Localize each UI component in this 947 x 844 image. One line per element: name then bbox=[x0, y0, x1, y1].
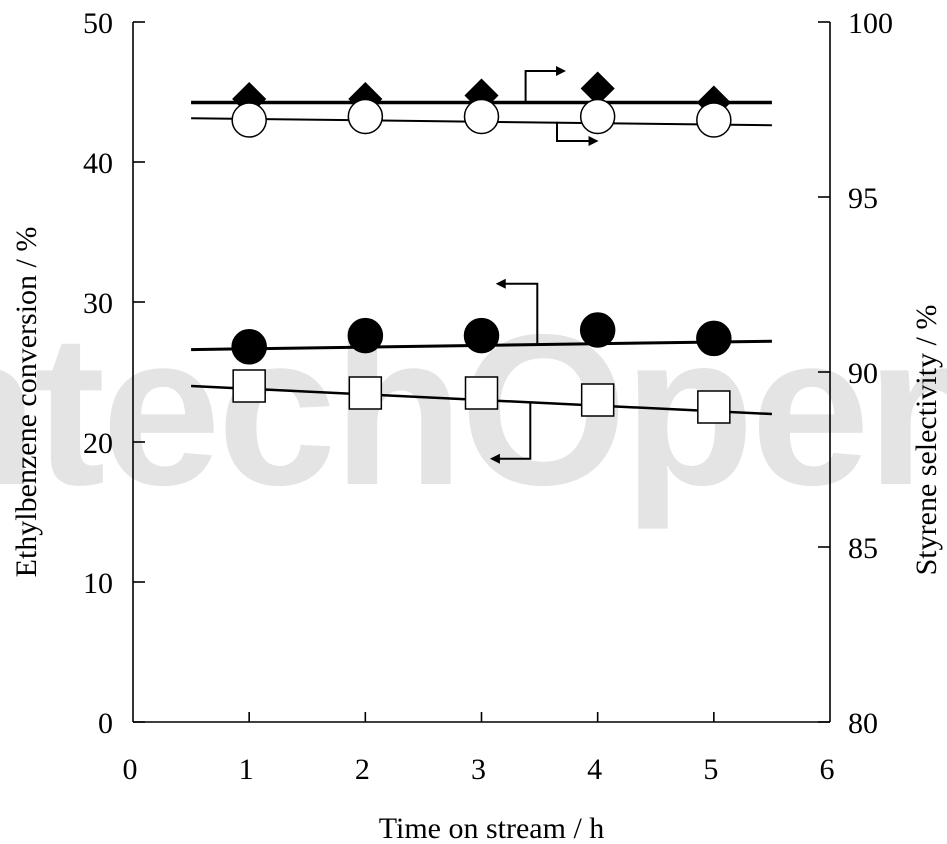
axis-pointer-right bbox=[524, 70, 557, 103]
axis-labels: Time on stream / h Ethylbenzene conversi… bbox=[10, 227, 943, 844]
left-y-tick-label: 50 bbox=[83, 7, 113, 40]
x-tick-label: 1 bbox=[239, 753, 254, 786]
x-axis-label: Time on stream / h bbox=[379, 812, 605, 844]
left-y-axis-label: Ethylbenzene conversion / % bbox=[10, 227, 43, 578]
arrow-head bbox=[588, 136, 599, 146]
data-markers bbox=[231, 71, 732, 424]
square-marker bbox=[580, 383, 615, 417]
x-tick-label: 0 bbox=[123, 753, 138, 786]
circle-marker bbox=[463, 317, 500, 354]
square-marker bbox=[464, 376, 499, 410]
right-y-tick-label: 85 bbox=[848, 532, 878, 565]
circle-marker bbox=[231, 102, 267, 138]
x-tick-label: 3 bbox=[471, 753, 486, 786]
circle-marker bbox=[231, 329, 267, 365]
arrow-head bbox=[556, 66, 567, 76]
circle-marker bbox=[579, 98, 616, 135]
axis-pointer-right bbox=[556, 121, 590, 142]
left-y-tick-label: 0 bbox=[98, 707, 113, 740]
x-tick-label: 2 bbox=[355, 753, 370, 786]
x-tick-label: 5 bbox=[703, 753, 718, 786]
square-marker bbox=[348, 376, 383, 410]
arrow-head bbox=[489, 453, 500, 464]
axis-pointers bbox=[489, 66, 599, 464]
circle-marker bbox=[579, 312, 616, 348]
square-marker bbox=[697, 390, 731, 424]
right-y-tick-label: 80 bbox=[848, 707, 878, 740]
x-tick-label: 4 bbox=[587, 753, 602, 786]
circle-marker bbox=[347, 317, 384, 354]
right-y-axis-label: Styrene selectivity / % bbox=[910, 305, 943, 576]
right-y-tick-label: 95 bbox=[848, 182, 878, 215]
left-y-tick-label: 20 bbox=[83, 427, 113, 460]
circle-marker bbox=[696, 320, 732, 357]
circle-marker bbox=[463, 98, 500, 135]
axis-pointer-left bbox=[504, 282, 539, 344]
axis-pointer-left bbox=[498, 402, 532, 460]
x-tick-label: 6 bbox=[820, 753, 835, 786]
left-y-tick-label: 40 bbox=[83, 147, 113, 180]
arrow-head bbox=[495, 278, 506, 289]
axes: 0 1 2 3 4 5 6 0 10 20 30 40 50 80 85 90 95 100 bbox=[83, 7, 893, 786]
circle-marker bbox=[696, 102, 732, 138]
left-y-tick-label: 30 bbox=[83, 287, 113, 320]
right-y-tick-label: 90 bbox=[848, 357, 878, 390]
circle-marker bbox=[347, 98, 384, 135]
right-y-tick-label: 100 bbox=[848, 7, 893, 40]
square-marker bbox=[232, 369, 266, 403]
left-y-tick-label: 10 bbox=[83, 567, 113, 600]
